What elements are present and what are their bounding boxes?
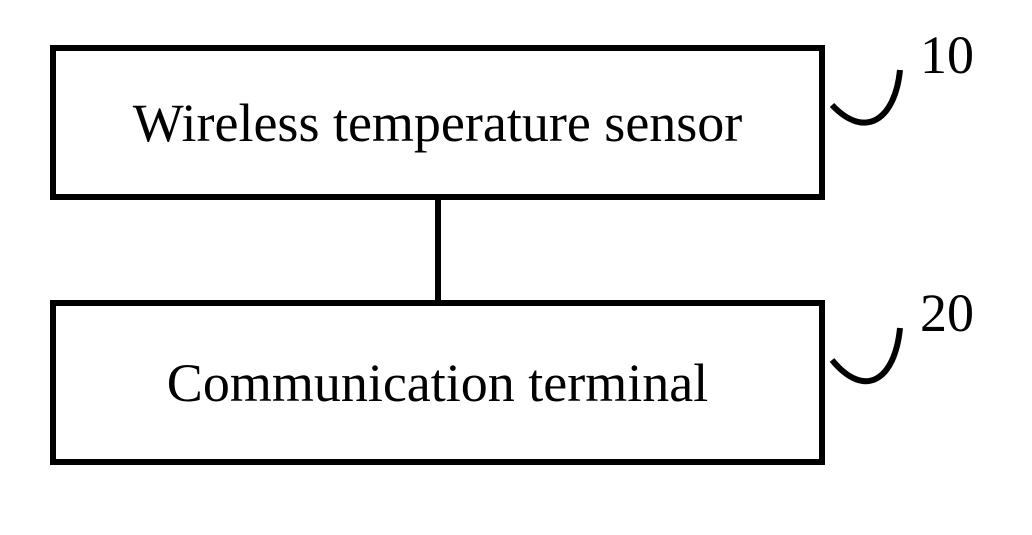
callout-curve-20	[0, 0, 1032, 535]
callout-number-20: 20	[920, 282, 974, 344]
